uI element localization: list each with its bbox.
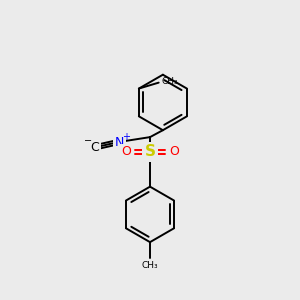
- Text: N: N: [115, 136, 124, 148]
- Text: CH₃: CH₃: [142, 261, 158, 270]
- Text: CH₃: CH₃: [162, 77, 178, 86]
- Text: O: O: [121, 146, 131, 158]
- Text: C: C: [90, 140, 99, 154]
- Text: −: −: [83, 136, 92, 146]
- Text: +: +: [122, 132, 130, 142]
- Text: O: O: [169, 146, 179, 158]
- Text: S: S: [145, 145, 155, 160]
